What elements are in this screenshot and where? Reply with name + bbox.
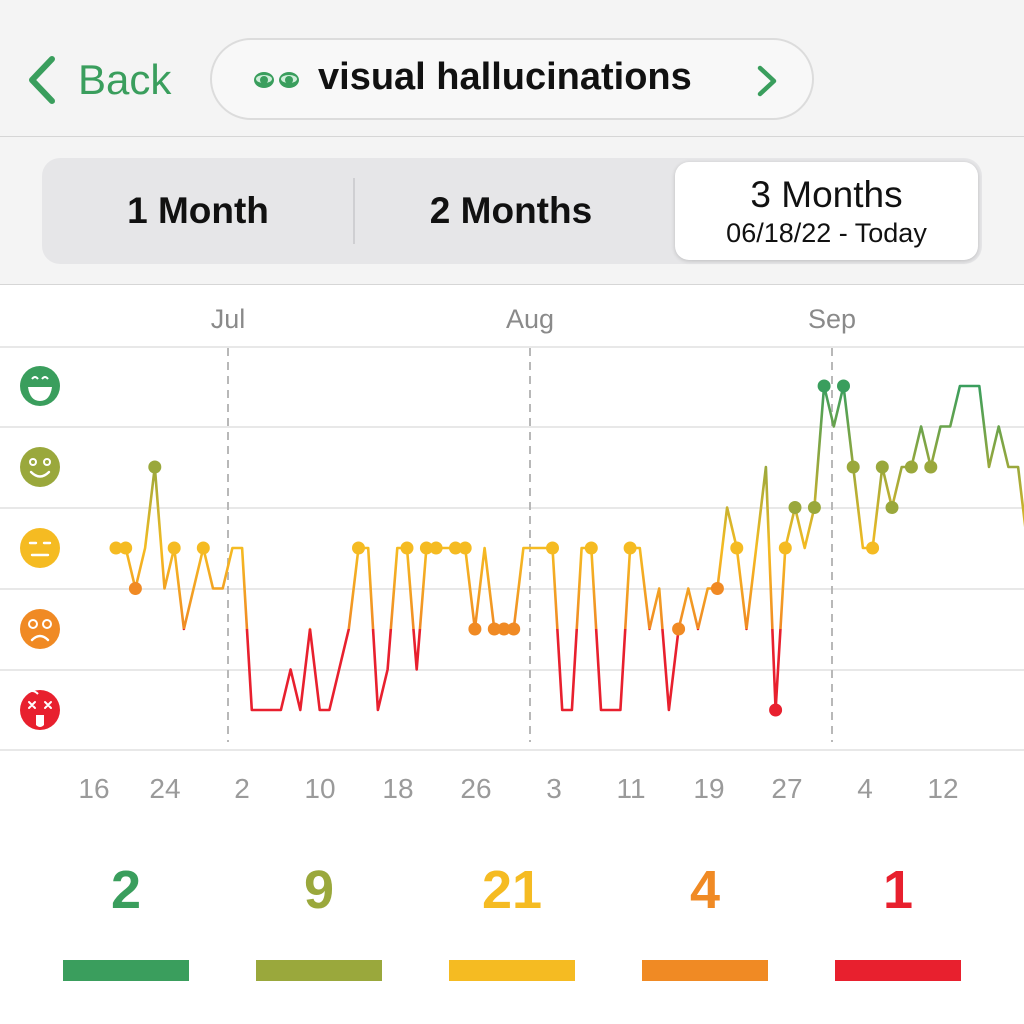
month-labels: Jul Aug Sep xyxy=(211,304,856,334)
x-tick-label: 12 xyxy=(927,773,958,804)
mood-marker[interactable] xyxy=(778,541,792,555)
symptom-selector[interactable]: visual hallucinations xyxy=(210,38,814,120)
mood-count-summary: 2 9 21 4 1 xyxy=(0,860,1024,1000)
tab-label: 1 Month xyxy=(127,190,269,231)
x-axis-tick-labels: 16 24 2 10 18 26 3 11 19 27 4 12 xyxy=(78,773,958,804)
mood-marker[interactable] xyxy=(458,541,472,555)
mood-marker[interactable] xyxy=(672,622,686,636)
mood-marker[interactable] xyxy=(623,541,637,555)
tab-label: 3 Months xyxy=(750,173,903,215)
mood-marker[interactable] xyxy=(419,541,433,555)
mood-marker[interactable] xyxy=(497,622,511,636)
tab-3-months[interactable]: 3 Months 06/18/22 - Today xyxy=(675,162,978,260)
chart-grid xyxy=(0,346,1024,751)
count-level-5: 2 xyxy=(63,860,189,981)
mood-marker[interactable] xyxy=(885,501,899,514)
mood-marker[interactable] xyxy=(507,622,521,636)
x-tick-label: 10 xyxy=(304,773,335,804)
x-tick-label: 24 xyxy=(149,773,180,804)
count-color-bar xyxy=(63,960,189,981)
grinning-face-icon xyxy=(20,366,60,406)
x-tick-label: 3 xyxy=(546,773,562,804)
mood-marker[interactable] xyxy=(196,541,210,555)
frowning-face-icon xyxy=(20,609,60,649)
count-level-4: 9 xyxy=(256,860,382,981)
count-color-bar xyxy=(449,960,575,981)
chevron-right-icon[interactable] xyxy=(752,62,780,100)
x-tick-label: 11 xyxy=(616,773,645,804)
dizzy-face-icon xyxy=(20,690,60,730)
month-label: Jul xyxy=(211,304,246,334)
mood-marker[interactable] xyxy=(904,460,918,474)
x-tick-label: 27 xyxy=(771,773,802,804)
tab-label: 2 Months xyxy=(429,190,593,231)
smiling-face-icon xyxy=(20,447,60,487)
header-bar: Back visual hallucinations xyxy=(0,0,1024,137)
x-tick-label: 16 xyxy=(78,773,109,804)
symptom-title: visual hallucinations xyxy=(318,56,692,98)
x-tick-label: 19 xyxy=(693,773,724,804)
mood-markers xyxy=(109,379,938,717)
count-value: 21 xyxy=(481,860,543,920)
back-button[interactable]: Back xyxy=(22,50,171,110)
x-tick-label: 26 xyxy=(460,773,491,804)
x-tick-label: 4 xyxy=(857,773,873,804)
mood-marker[interactable] xyxy=(817,379,831,393)
mood-marker[interactable] xyxy=(352,541,365,555)
neutral-face-icon xyxy=(20,528,60,568)
count-value: 9 xyxy=(303,860,335,920)
back-label: Back xyxy=(78,56,172,103)
mood-marker[interactable] xyxy=(875,460,889,474)
mood-marker[interactable] xyxy=(487,622,501,636)
mood-marker[interactable] xyxy=(846,460,860,474)
mood-marker[interactable] xyxy=(788,501,802,514)
mood-chart: Jul Aug Sep xyxy=(0,304,1024,804)
mood-marker[interactable] xyxy=(807,501,821,514)
mood-marker[interactable] xyxy=(924,460,938,474)
mood-marker[interactable] xyxy=(449,541,462,555)
mood-marker[interactable] xyxy=(148,460,162,474)
mood-marker[interactable] xyxy=(866,541,880,555)
month-label: Sep xyxy=(808,304,856,334)
mood-marker[interactable] xyxy=(546,541,559,555)
x-tick-label: 18 xyxy=(382,773,413,804)
mood-marker[interactable] xyxy=(400,541,414,555)
count-color-bar xyxy=(256,960,382,981)
count-value: 4 xyxy=(689,860,721,920)
mood-marker[interactable] xyxy=(730,541,744,555)
mood-marker[interactable] xyxy=(109,541,123,555)
count-value: 1 xyxy=(882,860,914,920)
count-color-bar xyxy=(835,960,961,981)
tab-2-months[interactable]: 2 Months xyxy=(355,158,667,264)
mood-axis-icons xyxy=(20,366,60,730)
count-level-3: 21 xyxy=(449,860,575,981)
mood-marker[interactable] xyxy=(837,379,850,393)
date-range-label: 06/18/22 - Today xyxy=(726,217,927,248)
month-label: Aug xyxy=(506,304,554,334)
mood-marker[interactable] xyxy=(710,582,724,595)
mood-marker[interactable] xyxy=(128,582,142,595)
count-color-bar xyxy=(642,960,768,981)
tab-1-month[interactable]: 1 Month xyxy=(42,158,354,264)
mood-marker[interactable] xyxy=(769,703,783,717)
mood-marker[interactable] xyxy=(119,541,133,555)
count-level-2: 4 xyxy=(642,860,768,981)
mood-series-line xyxy=(116,384,1024,712)
eyes-icon xyxy=(254,72,299,88)
segment-divider xyxy=(353,178,355,244)
x-tick-label: 2 xyxy=(234,773,250,804)
range-segmented-control: 1 Month 2 Months 3 Months 06/18/22 - Tod… xyxy=(42,158,982,264)
mood-marker[interactable] xyxy=(429,541,443,555)
mood-marker[interactable] xyxy=(584,541,598,555)
count-level-1: 1 xyxy=(835,860,961,981)
count-value: 2 xyxy=(110,860,142,920)
mood-marker[interactable] xyxy=(167,541,181,555)
chevron-left-icon xyxy=(29,56,55,104)
mood-marker[interactable] xyxy=(468,622,482,636)
